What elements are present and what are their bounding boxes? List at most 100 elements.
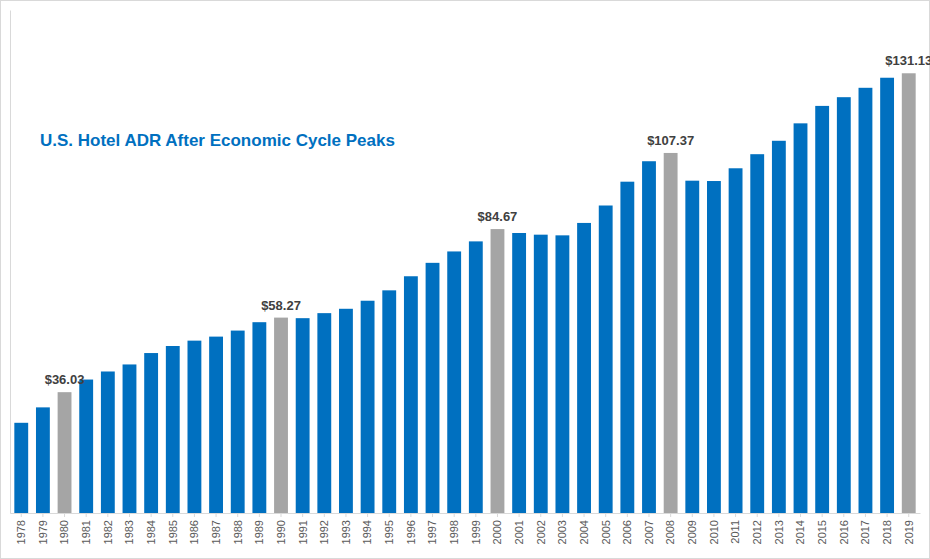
x-axis-line <box>11 513 921 514</box>
x-tick-label: 2008 <box>664 520 676 544</box>
x-tick: 1978 <box>15 513 27 544</box>
bar <box>166 346 180 513</box>
data-label: $131.13 <box>885 53 930 68</box>
x-tick-label: 2019 <box>903 520 915 544</box>
x-tick-label: 1993 <box>340 520 352 544</box>
x-tick-label: 2009 <box>686 520 698 544</box>
x-tick-mark <box>713 513 714 517</box>
chart-border <box>1 1 930 559</box>
x-tick-mark <box>475 513 476 517</box>
x-tick-label: 1992 <box>318 520 330 544</box>
x-tick-label: 1994 <box>361 520 373 544</box>
x-tick: 2006 <box>621 513 633 544</box>
bar <box>404 276 418 513</box>
bar <box>620 182 634 513</box>
bar <box>14 423 28 513</box>
bar <box>555 235 569 513</box>
x-tick-mark <box>562 513 563 517</box>
x-tick: 2004 <box>578 513 590 544</box>
bar <box>642 161 656 513</box>
x-tick-label: 1978 <box>15 520 27 544</box>
bars <box>14 73 915 513</box>
x-tick-mark <box>64 513 65 517</box>
bar <box>794 123 808 513</box>
x-tick-mark <box>887 513 888 517</box>
x-tick-mark <box>151 513 152 517</box>
x-tick-label: 2000 <box>491 520 503 544</box>
x-tick-label: 2011 <box>729 520 741 544</box>
x-tick-label: 2012 <box>751 520 763 544</box>
x-tick: 2010 <box>708 513 720 544</box>
x-tick-mark <box>670 513 671 517</box>
x-tick: 1979 <box>37 513 49 544</box>
x-tick: 2002 <box>535 513 547 544</box>
x-tick-mark <box>605 513 606 517</box>
x-tick-mark <box>540 513 541 517</box>
x-tick-mark <box>21 513 22 517</box>
title: U.S. Hotel ADR After Economic Cycle Peak… <box>40 131 395 150</box>
x-tick-label: 2005 <box>600 520 612 544</box>
x-tick: 2009 <box>686 513 698 544</box>
x-tick-mark <box>822 513 823 517</box>
x-tick: 1982 <box>102 513 114 544</box>
bar <box>274 318 288 513</box>
x-tick: 2013 <box>773 513 785 544</box>
x-tick-label: 1987 <box>210 520 222 544</box>
x-tick: 1993 <box>340 513 352 544</box>
x-tick: 2001 <box>513 513 525 544</box>
bar <box>101 371 115 513</box>
bar <box>426 263 440 513</box>
x-tick-label: 1991 <box>297 520 309 544</box>
x-tick-mark <box>324 513 325 517</box>
bar <box>880 78 894 513</box>
x-tick: 2005 <box>600 513 612 544</box>
x-tick-mark <box>216 513 217 517</box>
bar <box>577 223 591 513</box>
x-tick-label: 2014 <box>794 520 806 544</box>
x-tick-label: 1982 <box>102 520 114 544</box>
x-tick-mark <box>389 513 390 517</box>
x-tick-mark <box>648 513 649 517</box>
x-tick-label: 1981 <box>80 520 92 544</box>
bar <box>252 322 266 513</box>
x-tick-mark <box>194 513 195 517</box>
x-tick: 1991 <box>297 513 309 544</box>
x-tick: 1994 <box>361 513 373 544</box>
x-tick-label: 1979 <box>37 520 49 544</box>
x-tick: 2014 <box>794 513 806 544</box>
data-label: $107.37 <box>647 133 694 148</box>
bar <box>729 168 743 513</box>
bar <box>447 251 461 513</box>
x-tick-mark <box>735 513 736 517</box>
bar <box>339 309 353 513</box>
x-tick: 1984 <box>145 513 157 544</box>
bar <box>469 241 483 513</box>
bar <box>707 181 721 513</box>
bar <box>144 353 158 513</box>
chart: 1978197919801981198219831984198519861987… <box>0 0 930 559</box>
x-tick: 1983 <box>123 513 135 544</box>
bar <box>296 318 310 513</box>
x-tick: 1995 <box>383 513 395 544</box>
x-tick: 1986 <box>188 513 200 544</box>
x-tick-label: 1995 <box>383 520 395 544</box>
x-tick-label: 2003 <box>556 520 568 544</box>
x-tick-mark <box>908 513 909 517</box>
x-tick: 1985 <box>167 513 179 544</box>
bar <box>512 233 526 513</box>
x-tick: 2012 <box>751 513 763 544</box>
x-tick-mark <box>692 513 693 517</box>
x-tick-label: 1998 <box>448 520 460 544</box>
x-tick: 2016 <box>838 513 850 544</box>
x-tick: 1987 <box>210 513 222 544</box>
x-tick-mark <box>259 513 260 517</box>
x-tick-label: 2017 <box>859 520 871 544</box>
x-tick-mark <box>172 513 173 517</box>
x-tick-label: 2016 <box>838 520 850 544</box>
y-axis-line <box>10 11 11 514</box>
x-tick-label: 1989 <box>253 520 265 544</box>
x-axis: 1978197919801981198219831984198519861987… <box>11 513 921 544</box>
bar <box>902 73 916 513</box>
x-tick-mark <box>432 513 433 517</box>
x-tick-label: 1983 <box>123 520 135 544</box>
